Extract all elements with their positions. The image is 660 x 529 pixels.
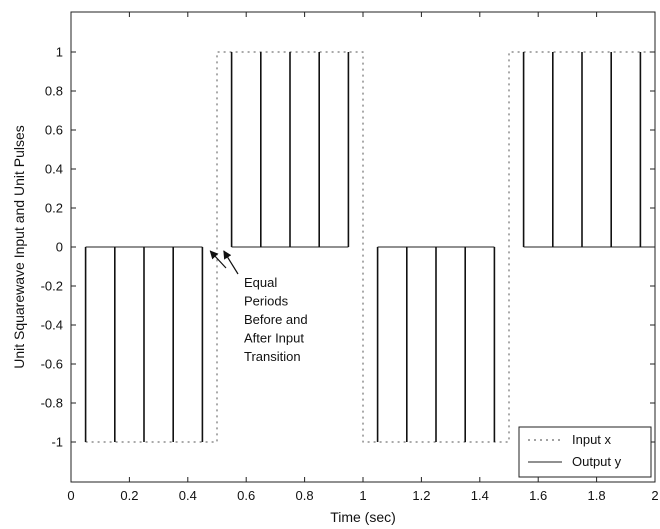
y-tick-label: -1 xyxy=(51,435,63,450)
x-tick-label: 0.4 xyxy=(179,488,197,503)
annotation-line-1: Equal xyxy=(244,275,277,290)
y-axis-ticks: 1 0.8 0.6 0.4 0.2 0 -0.2 -0.4 -0.6 -0.8 -1 xyxy=(41,45,655,450)
y-tick-label: -0.8 xyxy=(41,396,63,411)
x-tick-label: 1.2 xyxy=(412,488,430,503)
annotation-arrow-left xyxy=(209,250,227,269)
legend-box xyxy=(518,426,652,478)
annotation-line-5: Transition xyxy=(244,349,301,364)
y-tick-label: 1 xyxy=(56,45,63,60)
legend-label-input-x: Input x xyxy=(572,432,612,447)
x-tick-label: 1.4 xyxy=(471,488,489,503)
x-tick-label: 0 xyxy=(67,488,74,503)
output-y-series xyxy=(84,52,655,442)
y-axis-label: Unit Squarewave Input and Unit Pulses xyxy=(11,125,27,369)
annotation-line-4: After Input xyxy=(244,331,304,346)
x-tick-label: 1.6 xyxy=(529,488,547,503)
y-tick-label: 0.8 xyxy=(45,84,63,99)
x-axis-ticks: 0 0.2 0.4 0.6 0.8 1 1.2 1.4 1.6 1.8 2 xyxy=(67,12,659,503)
y-tick-label: -0.2 xyxy=(41,279,63,294)
annotation-arrows xyxy=(209,250,239,275)
y-tick-label: 0.6 xyxy=(45,123,63,138)
x-tick-label: 2 xyxy=(651,488,658,503)
annotation: Equal Periods Before and After Input Tra… xyxy=(244,275,308,364)
annotation-line-3: Before and xyxy=(244,312,308,327)
y-tick-label: -0.4 xyxy=(41,318,63,333)
y-tick-label: 0.4 xyxy=(45,162,63,177)
x-tick-label: 1.8 xyxy=(588,488,606,503)
x-tick-label: 0.8 xyxy=(296,488,314,503)
x-tick-label: 1 xyxy=(359,488,366,503)
legend-label-output-y: Output y xyxy=(572,454,622,469)
legend: Input x Output y xyxy=(518,426,652,478)
x-axis-label: Time (sec) xyxy=(330,509,396,525)
y-tick-label: 0.2 xyxy=(45,201,63,216)
y-tick-label: -0.6 xyxy=(41,357,63,372)
y-tick-label: 0 xyxy=(56,240,63,255)
x-tick-label: 0.6 xyxy=(237,488,255,503)
x-tick-label: 0.2 xyxy=(120,488,138,503)
annotation-line-2: Periods xyxy=(244,294,289,309)
annotation-arrow-right xyxy=(223,250,239,275)
